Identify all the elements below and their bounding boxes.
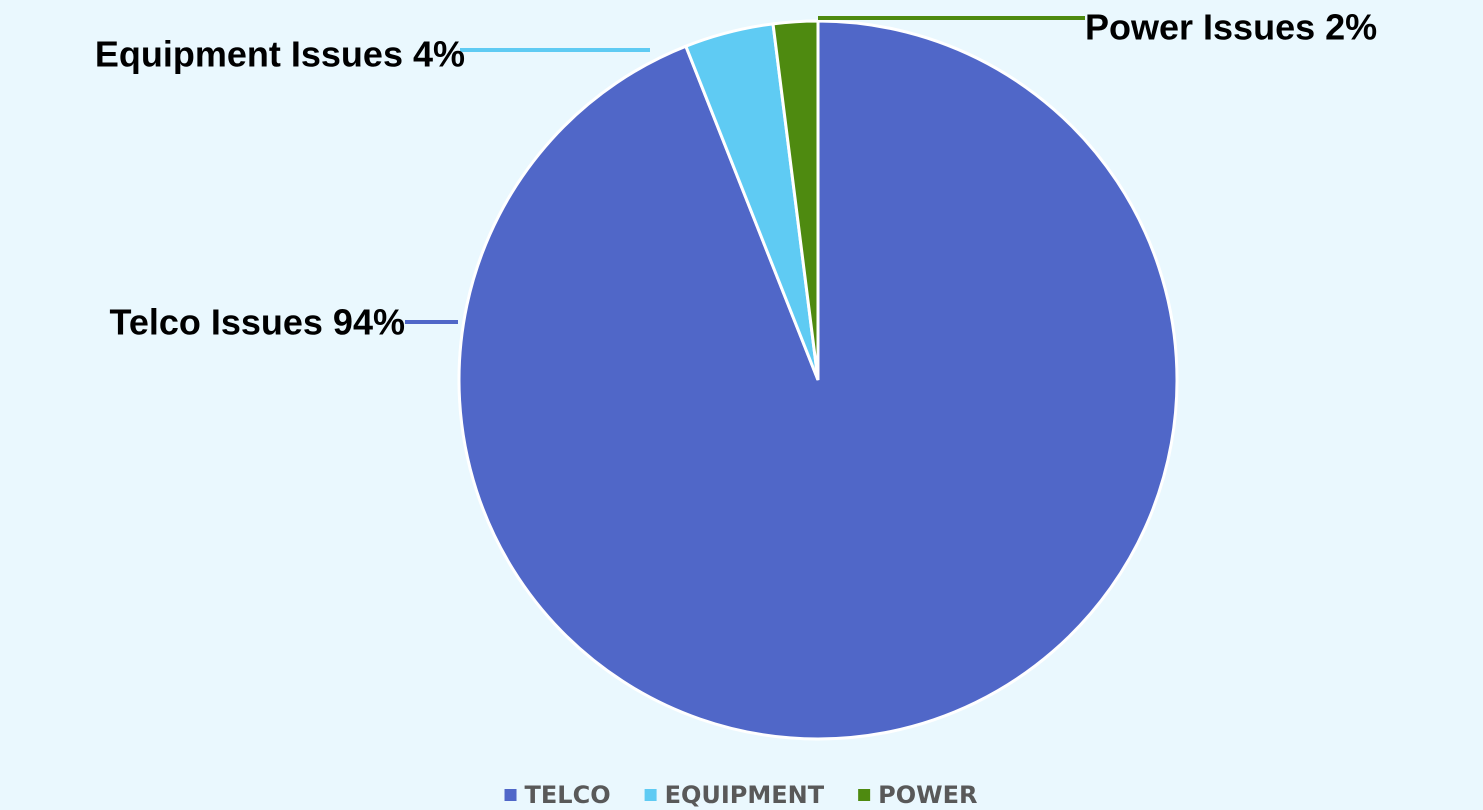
data-label: Equipment Issues 4% (95, 34, 465, 75)
legend-swatch (644, 789, 657, 801)
legend-swatch (858, 789, 871, 801)
data-label: Power Issues 2% (1085, 7, 1377, 48)
legend-label: EQUIPMENT (665, 781, 825, 809)
legend-swatch (504, 789, 517, 801)
pie-slice (771, 19, 820, 381)
data-label: Telco Issues 94% (110, 302, 406, 343)
legend-label: POWER (878, 781, 977, 809)
legend-label: TELCO (525, 781, 611, 809)
